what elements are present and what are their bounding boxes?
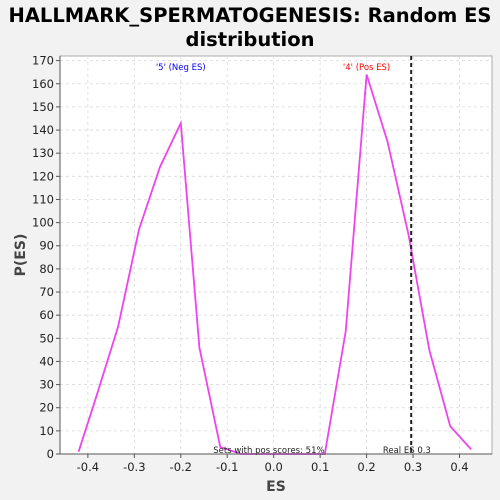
x-tick-label: 0.1 [311,460,329,474]
pos-scores-footnote: Sets with pos scores: 51% [213,446,324,456]
x-tick-label: 0.3 [404,460,422,474]
y-tick-label: 40 [39,354,54,368]
y-tick-label: 20 [39,401,54,415]
annotation-layer: '5' (Neg ES) '4' (Pos ES) Sets with pos sc… [156,56,431,456]
x-tick-label: 0.2 [357,460,375,474]
pos-es-label: '4' (Pos ES) [343,63,390,73]
x-tick-label: -0.3 [123,460,145,474]
y-tick-label: 130 [32,146,54,160]
axes: 0 10 20 30 40 50 60 70 80 90 100 110 120 130 140 150 160… [32,54,492,474]
y-tick-label: 100 [32,216,54,230]
chart-title-line2: distribution [186,28,315,51]
x-tick-label: 0.0 [265,460,283,474]
x-tick-label: 0.4 [450,460,468,474]
y-tick-label: 0 [47,447,54,461]
neg-es-label: '5' (Neg ES) [156,63,206,73]
plot-area [59,55,493,455]
y-tick-label: 160 [32,77,54,91]
y-axis-label: P(ES) [13,234,29,277]
y-tick-label: 60 [39,308,54,322]
y-tick-label: 90 [39,239,54,253]
y-tick-label: 10 [39,424,54,438]
y-tick-label: 110 [32,192,54,206]
y-tick-label: 80 [39,262,54,276]
x-tick-label: -0.4 [77,460,99,474]
real-es-label: Real ES 0.3 [383,446,431,456]
chart-title-line1: HALLMARK_SPERMATOGENESIS: Random ES [9,4,492,27]
y-tick-label: 70 [39,285,54,299]
y-tick-label: 120 [32,169,54,183]
y-tick-label: 50 [39,331,54,345]
y-tick-label: 30 [39,378,54,392]
y-tick-label: 150 [32,100,54,114]
x-tick-label: -0.1 [216,460,238,474]
y-tick-label: 170 [32,54,54,68]
x-axis-label: ES [266,479,286,495]
x-tick-label: -0.2 [170,460,192,474]
y-tick-label: 140 [32,123,54,137]
